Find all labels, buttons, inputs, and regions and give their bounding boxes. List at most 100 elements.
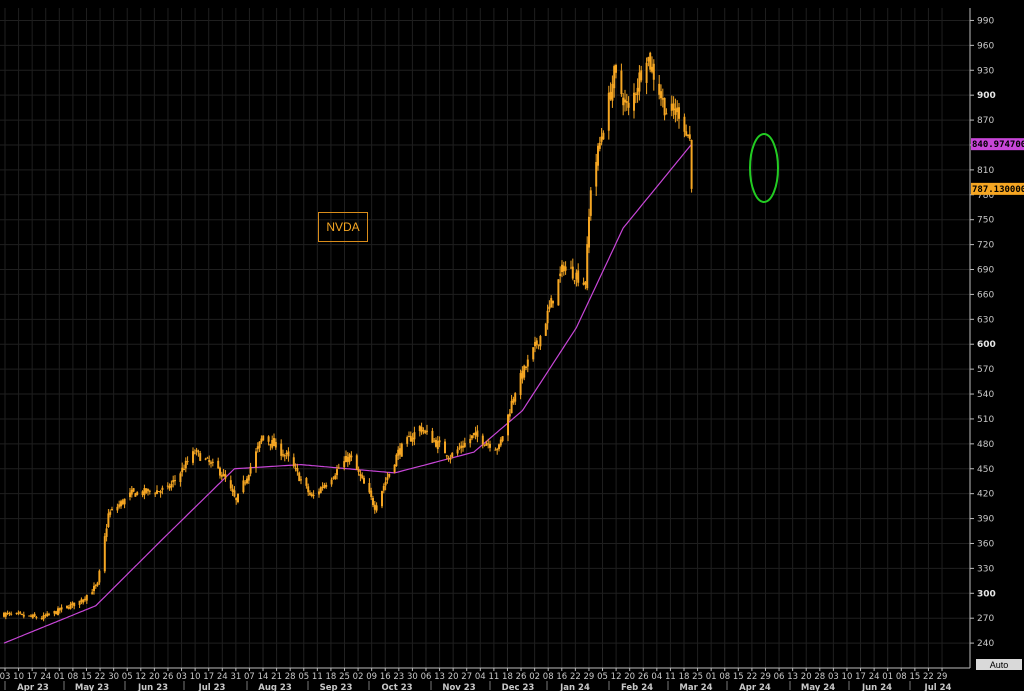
x-tick-label: 20 — [448, 672, 459, 682]
candle — [627, 96, 630, 116]
candle-body — [69, 604, 72, 609]
candle-body — [318, 491, 320, 495]
y-tick-label: 480 — [977, 440, 994, 450]
x-tick-label: 26 — [638, 672, 649, 682]
candle-body — [487, 443, 490, 445]
candle-body — [130, 489, 133, 495]
candle-body — [332, 477, 335, 479]
x-tick-label: 26 — [163, 672, 174, 682]
candle — [535, 337, 538, 349]
candle — [242, 475, 245, 494]
candle-body — [237, 493, 239, 503]
candle-body — [30, 615, 32, 617]
candle — [244, 479, 247, 486]
y-tick-label: 540 — [977, 390, 994, 400]
candle-body — [384, 481, 387, 486]
candle — [512, 396, 515, 405]
candle-body — [258, 441, 261, 448]
x-tick-label: 22 — [923, 672, 934, 682]
candle — [564, 261, 567, 275]
candle-body — [199, 453, 202, 461]
y-tick-label: 600 — [977, 340, 996, 350]
candle — [539, 334, 542, 350]
candle-body — [307, 486, 310, 493]
x-tick-label: 20 — [624, 672, 635, 682]
candle-body — [588, 216, 590, 248]
x-tick-label: 11 — [665, 672, 676, 682]
candle-body — [510, 400, 513, 414]
candle — [435, 437, 437, 448]
candle — [361, 472, 364, 480]
candle — [312, 490, 315, 499]
candle-body — [546, 310, 549, 324]
x-month-label: Mar 24 — [679, 683, 712, 691]
x-tick-label: 03 — [828, 672, 839, 682]
candle-body — [157, 491, 160, 493]
candle — [665, 108, 668, 115]
candle-body — [181, 467, 184, 473]
candle-body — [476, 430, 479, 437]
ticker-label: NVDA — [318, 212, 368, 242]
x-tick-label: 13 — [787, 672, 798, 682]
x-tick-label: 06 — [421, 672, 432, 682]
candle — [548, 300, 551, 313]
candle — [208, 455, 211, 466]
candle — [481, 433, 484, 449]
candle — [19, 610, 22, 615]
candle — [384, 477, 387, 491]
y-tick-label: 930 — [977, 66, 994, 76]
candle-body — [280, 443, 283, 456]
candle-body — [498, 444, 500, 449]
x-month-label: Apr 23 — [17, 683, 49, 691]
x-tick-label: 04 — [651, 672, 662, 682]
x-month-label: Jun 24 — [861, 683, 892, 691]
x-month-label: May 24 — [801, 683, 835, 691]
candle-body — [193, 452, 196, 454]
candle — [638, 65, 641, 101]
candle-body — [147, 489, 149, 491]
candle — [532, 347, 535, 362]
candle-body — [406, 437, 409, 444]
candle-body — [395, 454, 398, 467]
candle — [582, 277, 585, 286]
candle — [78, 600, 81, 609]
candle — [233, 486, 236, 498]
candle — [507, 414, 509, 442]
candle-body — [271, 439, 274, 448]
candle — [462, 440, 464, 452]
auto-scale-button[interactable]: Auto — [976, 659, 1022, 670]
candle — [148, 489, 151, 495]
candle — [247, 474, 250, 484]
candle — [249, 462, 252, 477]
moving-average-tag: 840.974700 — [971, 138, 1024, 151]
candle-body — [577, 270, 580, 283]
candle-body — [255, 451, 257, 468]
candle-body — [638, 72, 641, 92]
candle — [255, 447, 257, 473]
candle-body — [15, 612, 18, 614]
y-tick-label: 510 — [977, 415, 994, 425]
candle-body — [600, 136, 603, 142]
x-tick-label: 25 — [692, 672, 703, 682]
candle — [584, 280, 587, 290]
candle-body — [413, 432, 416, 440]
candle-body — [622, 97, 625, 106]
candle-body — [660, 91, 662, 99]
candle — [562, 261, 565, 276]
candle — [688, 125, 691, 141]
candle — [229, 475, 232, 492]
candle — [633, 83, 635, 119]
candle-body — [53, 611, 56, 614]
candle — [21, 613, 23, 616]
price-tags: 840.974700 787.130000 — [971, 138, 1024, 195]
x-tick-label: 07 — [244, 672, 255, 682]
last-price-tag: 787.130000 — [971, 182, 1024, 195]
candle-body — [499, 439, 502, 446]
candle — [330, 477, 333, 487]
candle-body — [82, 599, 85, 603]
candle-body — [460, 445, 463, 449]
y-tick-label: 960 — [977, 41, 994, 51]
candle — [204, 457, 207, 461]
candle-body — [19, 612, 22, 614]
